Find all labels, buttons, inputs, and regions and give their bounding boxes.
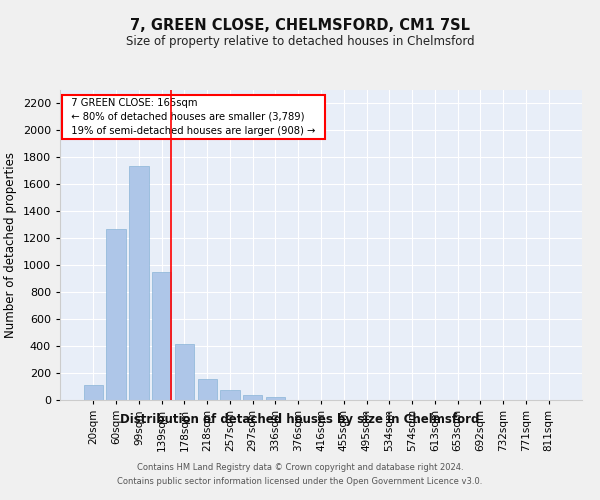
- Bar: [243, 394, 262, 400]
- Y-axis label: Number of detached properties: Number of detached properties: [4, 152, 17, 338]
- Bar: [84, 385, 103, 400]
- Bar: [266, 398, 285, 400]
- Text: Distribution of detached houses by size in Chelmsford: Distribution of detached houses by size …: [121, 412, 479, 426]
- Text: Size of property relative to detached houses in Chelmsford: Size of property relative to detached ho…: [125, 35, 475, 48]
- Text: 7 GREEN CLOSE: 165sqm
  ← 80% of detached houses are smaller (3,789)
  19% of se: 7 GREEN CLOSE: 165sqm ← 80% of detached …: [65, 98, 322, 136]
- Text: Contains HM Land Registry data © Crown copyright and database right 2024.: Contains HM Land Registry data © Crown c…: [137, 462, 463, 471]
- Bar: [197, 379, 217, 400]
- Bar: [152, 272, 172, 400]
- Bar: [220, 390, 239, 400]
- Bar: [175, 344, 194, 400]
- Bar: [106, 230, 126, 400]
- Text: Contains public sector information licensed under the Open Government Licence v3: Contains public sector information licen…: [118, 478, 482, 486]
- Bar: [129, 166, 149, 400]
- Text: 7, GREEN CLOSE, CHELMSFORD, CM1 7SL: 7, GREEN CLOSE, CHELMSFORD, CM1 7SL: [130, 18, 470, 32]
